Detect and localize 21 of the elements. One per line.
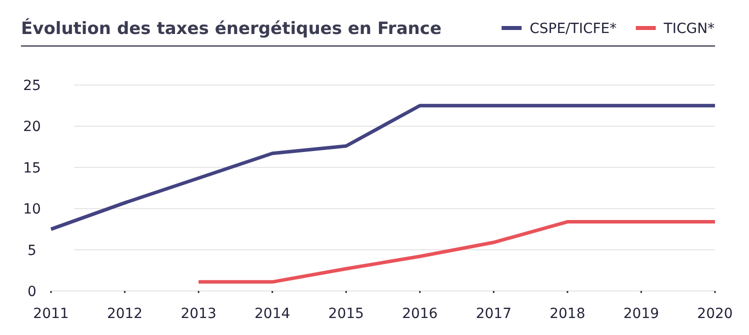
line-series <box>49 104 717 231</box>
x-tick-label: 2014 <box>254 306 290 322</box>
y-tick-label: 15 <box>23 160 41 176</box>
legend-label: CSPE/TICFE* <box>530 21 617 37</box>
y-tick-label: 10 <box>23 202 41 218</box>
x-tick-label: 2020 <box>697 306 733 322</box>
x-tick-label: 2017 <box>476 306 512 322</box>
line-series <box>196 220 717 284</box>
y-tick-label: 20 <box>23 119 41 136</box>
chart-title: Évolution des taxes énergétiques en France <box>21 18 442 39</box>
x-tick-label: 2018 <box>550 306 586 322</box>
y-tick-label: 0 <box>28 284 36 300</box>
x-tick-label: 2011 <box>33 306 69 322</box>
x-tick-label: 2012 <box>106 306 143 322</box>
x-tick-label: 2013 <box>180 306 216 322</box>
x-tick-label: 2015 <box>328 306 364 322</box>
y-tick-label: 25 <box>23 78 41 94</box>
x-tick-label: 2019 <box>623 306 660 322</box>
legend-label: TICGN* <box>662 21 715 37</box>
y-tick-label: 5 <box>28 242 36 259</box>
x-tick-label: 2016 <box>402 306 438 322</box>
